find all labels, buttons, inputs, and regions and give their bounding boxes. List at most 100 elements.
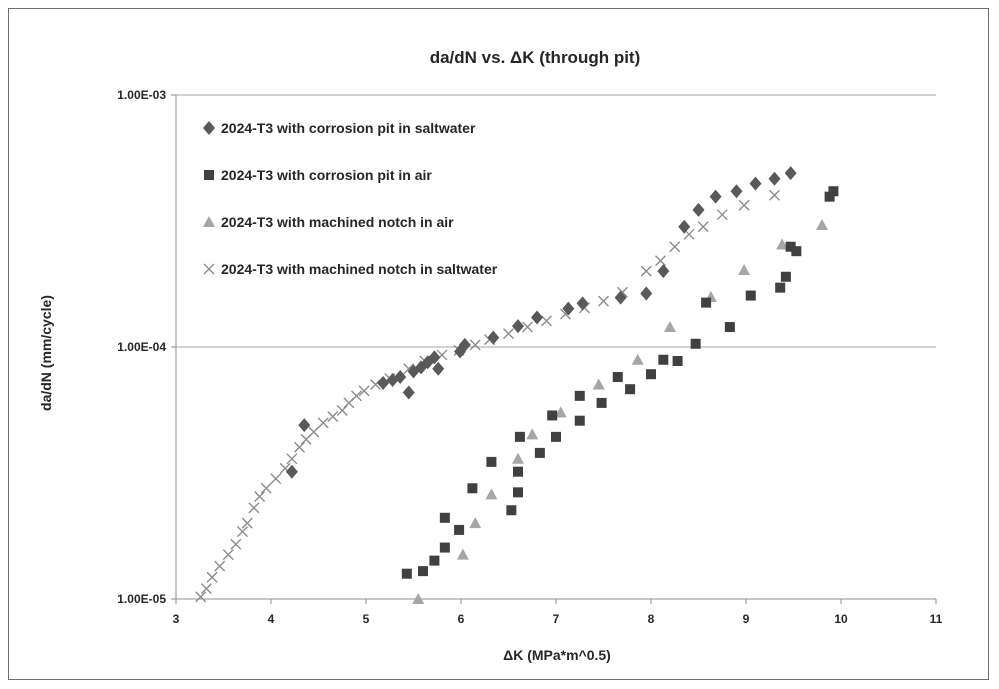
diamond-point — [458, 337, 471, 352]
x-point — [769, 189, 780, 201]
square-point — [785, 241, 796, 252]
x-point — [248, 502, 260, 514]
triangle-point — [664, 321, 676, 333]
diamond-point — [428, 350, 441, 365]
triangle-point — [456, 548, 469, 560]
x-point — [214, 560, 226, 572]
square-point — [646, 369, 656, 380]
x-tick-label: 9 — [743, 612, 750, 626]
legend-entry: 2024-T3 with corrosion pit in saltwater — [203, 120, 476, 136]
x-tick-label: 10 — [834, 612, 848, 626]
x-point — [738, 199, 750, 211]
x-point — [541, 315, 552, 327]
square-point — [429, 555, 440, 566]
legend-label: 2024-T3 with corrosion pit in saltwater — [221, 120, 476, 136]
legend-entry: 2024-T3 with corrosion pit in air — [204, 167, 432, 183]
axes — [171, 94, 937, 604]
tick-labels: 1.00E-05 1.00E-04 1.00E-03 3 4 5 6 7 8 9 10 11 — [117, 88, 942, 626]
triangle-point — [512, 452, 524, 464]
square-point — [439, 542, 450, 553]
x-point — [669, 241, 681, 253]
square-point — [596, 397, 607, 408]
x-point — [697, 221, 709, 233]
series-triangle — [412, 218, 828, 604]
legend-label: 2024-T3 with machined notch in saltwater — [221, 261, 498, 277]
legend-entry: 2024-T3 with machined notch in saltwater — [203, 261, 498, 277]
diamond-point — [512, 319, 524, 334]
data-points — [195, 166, 839, 604]
square-point — [547, 410, 558, 421]
x-axis-title: ΔK (MPa*m^0.5) — [503, 647, 611, 663]
square-point — [828, 186, 839, 197]
x-point — [200, 583, 212, 595]
legend-entry: 2024-T3 with machined notch in air — [203, 214, 454, 230]
chart-frame: da/dN vs. ΔK (through pit) 1.00E-05 1.00E… — [8, 8, 989, 680]
diamond-point — [678, 219, 691, 234]
series-square — [401, 186, 839, 579]
y-tick-label: 1.00E-05 — [117, 592, 166, 606]
x-point — [230, 538, 242, 550]
diamond-point — [730, 184, 743, 199]
diamond-point — [285, 464, 298, 479]
square-point — [612, 372, 623, 383]
square-point — [467, 483, 478, 494]
diamond-point — [562, 301, 575, 316]
legend-label: 2024-T3 with corrosion pit in air — [221, 167, 432, 183]
square-point — [775, 282, 786, 293]
diamond-point — [402, 385, 415, 400]
y-axis-title: da/dN (mm/cycle) — [38, 295, 54, 411]
diamond-point — [749, 176, 762, 191]
x-point — [317, 417, 329, 429]
square-point — [534, 447, 545, 458]
series-x — [195, 189, 780, 603]
x-tick-label: 4 — [268, 612, 275, 626]
x-point — [351, 390, 362, 402]
triangle-point — [776, 238, 789, 250]
square-point — [551, 431, 561, 442]
square-point — [513, 487, 523, 498]
legend-x-marker — [203, 263, 215, 275]
diamond-point — [657, 264, 670, 279]
square-point — [658, 354, 669, 365]
x-tick-label: 6 — [458, 612, 465, 626]
diamond-point — [614, 290, 627, 305]
x-tick-label: 8 — [648, 612, 655, 626]
square-point — [401, 568, 412, 579]
gridlines — [176, 94, 936, 348]
x-tick-label: 5 — [363, 612, 370, 626]
x-point — [503, 328, 514, 340]
scatter-chart: da/dN vs. ΔK (through pit) 1.00E-051.00E… — [38, 48, 943, 663]
triangle-point — [469, 517, 482, 529]
x-point — [358, 385, 370, 397]
triangle-point — [412, 593, 425, 604]
x-point — [195, 591, 207, 603]
x-point — [716, 209, 728, 221]
diamond-point — [487, 330, 500, 345]
square-point — [780, 271, 791, 282]
triangle-point — [738, 264, 751, 276]
diamond-point — [709, 189, 722, 204]
square-point — [574, 390, 585, 401]
square-point — [506, 505, 517, 516]
diamond-point — [531, 310, 543, 325]
square-point — [418, 566, 428, 577]
legend-triangle-marker — [203, 216, 215, 227]
x-tick-label: 7 — [553, 612, 560, 626]
triangle-point — [526, 428, 539, 440]
diamond-point — [692, 202, 705, 217]
chart-title: da/dN vs. ΔK (through pit) — [430, 48, 641, 67]
square-point — [724, 322, 735, 333]
x-tick-label: 3 — [173, 612, 180, 626]
x-tick-label: 11 — [930, 612, 943, 626]
square-point — [439, 512, 450, 523]
x-point — [655, 255, 666, 267]
x-point — [286, 453, 298, 465]
x-point — [260, 482, 272, 494]
diamond-point — [432, 361, 445, 376]
square-point — [672, 355, 683, 366]
square-point — [690, 338, 701, 349]
triangle-point — [592, 378, 605, 390]
x-point — [522, 321, 533, 333]
x-point — [327, 410, 339, 422]
x-point — [254, 491, 266, 503]
